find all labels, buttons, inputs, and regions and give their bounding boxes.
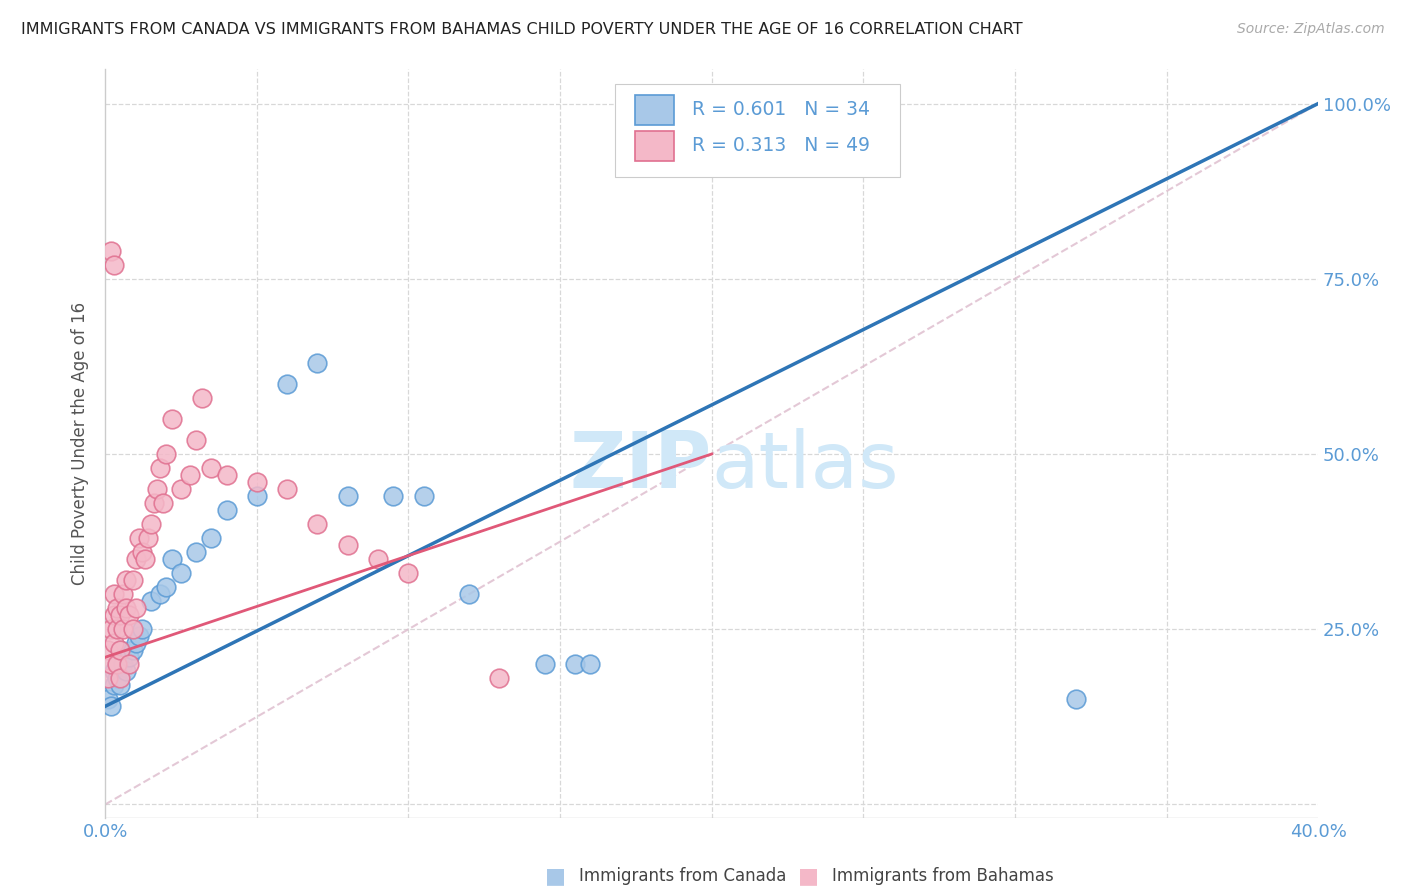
Point [170,482,193,496]
Point [307,517,329,532]
Point [139,594,162,608]
Point [124,636,146,650]
Point [100,657,122,672]
FancyBboxPatch shape [614,84,900,178]
Point [179,468,201,483]
Point [124,601,146,615]
Point [100,699,122,714]
Point [191,391,214,405]
Point [336,538,359,552]
Point [367,552,389,566]
Point [115,573,138,587]
Point [118,650,141,665]
Point [124,552,146,566]
Point [276,376,298,391]
Point [276,482,298,496]
Point [97,692,120,706]
Text: R = 0.313   N = 49: R = 0.313 N = 49 [692,136,870,155]
Point [118,657,141,672]
Point [139,517,162,532]
Point [112,587,135,601]
Text: IMMIGRANTS FROM CANADA VS IMMIGRANTS FROM BAHAMAS CHILD POVERTY UNDER THE AGE OF: IMMIGRANTS FROM CANADA VS IMMIGRANTS FRO… [21,22,1022,37]
Point [128,531,150,545]
Text: Immigrants from Bahamas: Immigrants from Bahamas [832,867,1054,885]
Point [186,545,208,559]
Point [121,643,143,657]
Y-axis label: Child Poverty Under the Age of 16: Child Poverty Under the Age of 16 [72,301,89,585]
Point [100,244,122,258]
Point [105,601,128,615]
Point [97,643,120,657]
Point [145,482,167,496]
Text: R = 0.601   N = 34: R = 0.601 N = 34 [692,100,870,120]
Point [160,552,183,566]
Point [160,412,183,426]
Point [215,503,238,517]
Point [155,580,177,594]
Point [307,356,329,370]
Point [170,566,193,581]
Point [1064,692,1087,706]
Point [564,657,586,672]
Point [398,566,420,581]
Point [142,496,165,510]
Point [103,678,125,692]
Point [534,657,557,672]
Point [200,531,222,545]
Point [100,622,122,636]
Point [118,608,141,623]
Point [200,461,222,475]
Point [110,671,132,685]
Point [128,629,150,643]
Point [110,608,132,623]
Point [458,587,481,601]
Point [131,545,153,559]
Point [136,531,159,545]
Point [579,657,602,672]
Point [97,671,120,685]
Point [115,601,138,615]
Point [152,496,174,510]
Point [131,622,153,636]
FancyBboxPatch shape [636,131,673,161]
Point [121,622,143,636]
Point [155,447,177,461]
Point [382,489,405,503]
Point [246,475,269,489]
Point [103,608,125,623]
Point [103,665,125,679]
Point [149,461,172,475]
Point [103,258,125,272]
Point [112,622,135,636]
Point [186,433,208,447]
FancyBboxPatch shape [636,95,673,125]
Text: ■: ■ [799,866,818,886]
Point [105,657,128,672]
Point [336,489,359,503]
Point [488,671,510,685]
Point [110,678,132,692]
Text: ZIP: ZIP [569,428,711,504]
Point [103,636,125,650]
Point [134,552,156,566]
Point [112,657,135,672]
Text: Immigrants from Canada: Immigrants from Canada [579,867,786,885]
Point [105,671,128,685]
Text: ■: ■ [546,866,565,886]
Point [110,643,132,657]
Point [121,573,143,587]
Point [110,643,132,657]
Point [105,657,128,672]
Point [215,468,238,483]
Text: atlas: atlas [711,428,900,504]
Point [149,587,172,601]
Point [115,665,138,679]
Point [103,587,125,601]
Point [246,489,269,503]
Point [412,489,434,503]
Point [105,622,128,636]
Text: Source: ZipAtlas.com: Source: ZipAtlas.com [1237,22,1385,37]
